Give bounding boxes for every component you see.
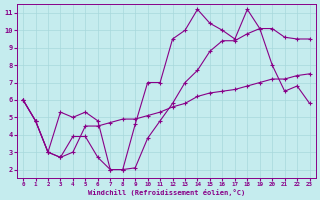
X-axis label: Windchill (Refroidissement éolien,°C): Windchill (Refroidissement éolien,°C) <box>88 189 245 196</box>
